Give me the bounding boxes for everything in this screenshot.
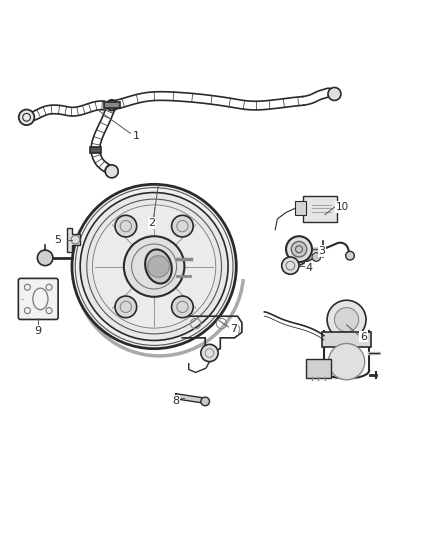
Circle shape [148,256,169,277]
FancyBboxPatch shape [18,278,58,319]
Text: 2: 2 [148,218,155,228]
Circle shape [105,165,118,178]
Circle shape [346,252,354,260]
Circle shape [115,215,137,237]
Text: 5: 5 [54,235,61,245]
Circle shape [327,300,366,339]
Circle shape [19,109,34,125]
Text: 8: 8 [172,395,179,406]
Circle shape [172,215,193,237]
FancyBboxPatch shape [322,332,371,346]
Text: 10: 10 [336,202,350,212]
Polygon shape [67,228,80,252]
FancyBboxPatch shape [306,359,331,378]
Circle shape [286,236,312,262]
Circle shape [106,100,117,110]
Text: 3: 3 [318,246,325,256]
FancyBboxPatch shape [104,102,120,108]
Text: 7: 7 [230,324,237,334]
Circle shape [72,184,236,349]
Circle shape [37,250,53,265]
FancyBboxPatch shape [303,196,337,222]
Circle shape [115,296,137,318]
Text: 4: 4 [305,263,313,273]
Text: 9: 9 [35,326,42,336]
Circle shape [80,192,228,341]
Circle shape [92,205,216,328]
Circle shape [328,343,365,380]
Ellipse shape [145,249,172,284]
Text: 1: 1 [133,131,140,141]
Circle shape [124,236,184,297]
Circle shape [201,397,209,406]
Text: 6: 6 [360,332,367,342]
Circle shape [172,296,193,318]
FancyBboxPatch shape [295,201,306,215]
FancyBboxPatch shape [90,147,101,152]
Circle shape [328,87,341,100]
Circle shape [201,344,218,361]
Circle shape [291,241,307,257]
Circle shape [312,253,321,261]
Circle shape [282,257,299,274]
Circle shape [335,308,359,332]
